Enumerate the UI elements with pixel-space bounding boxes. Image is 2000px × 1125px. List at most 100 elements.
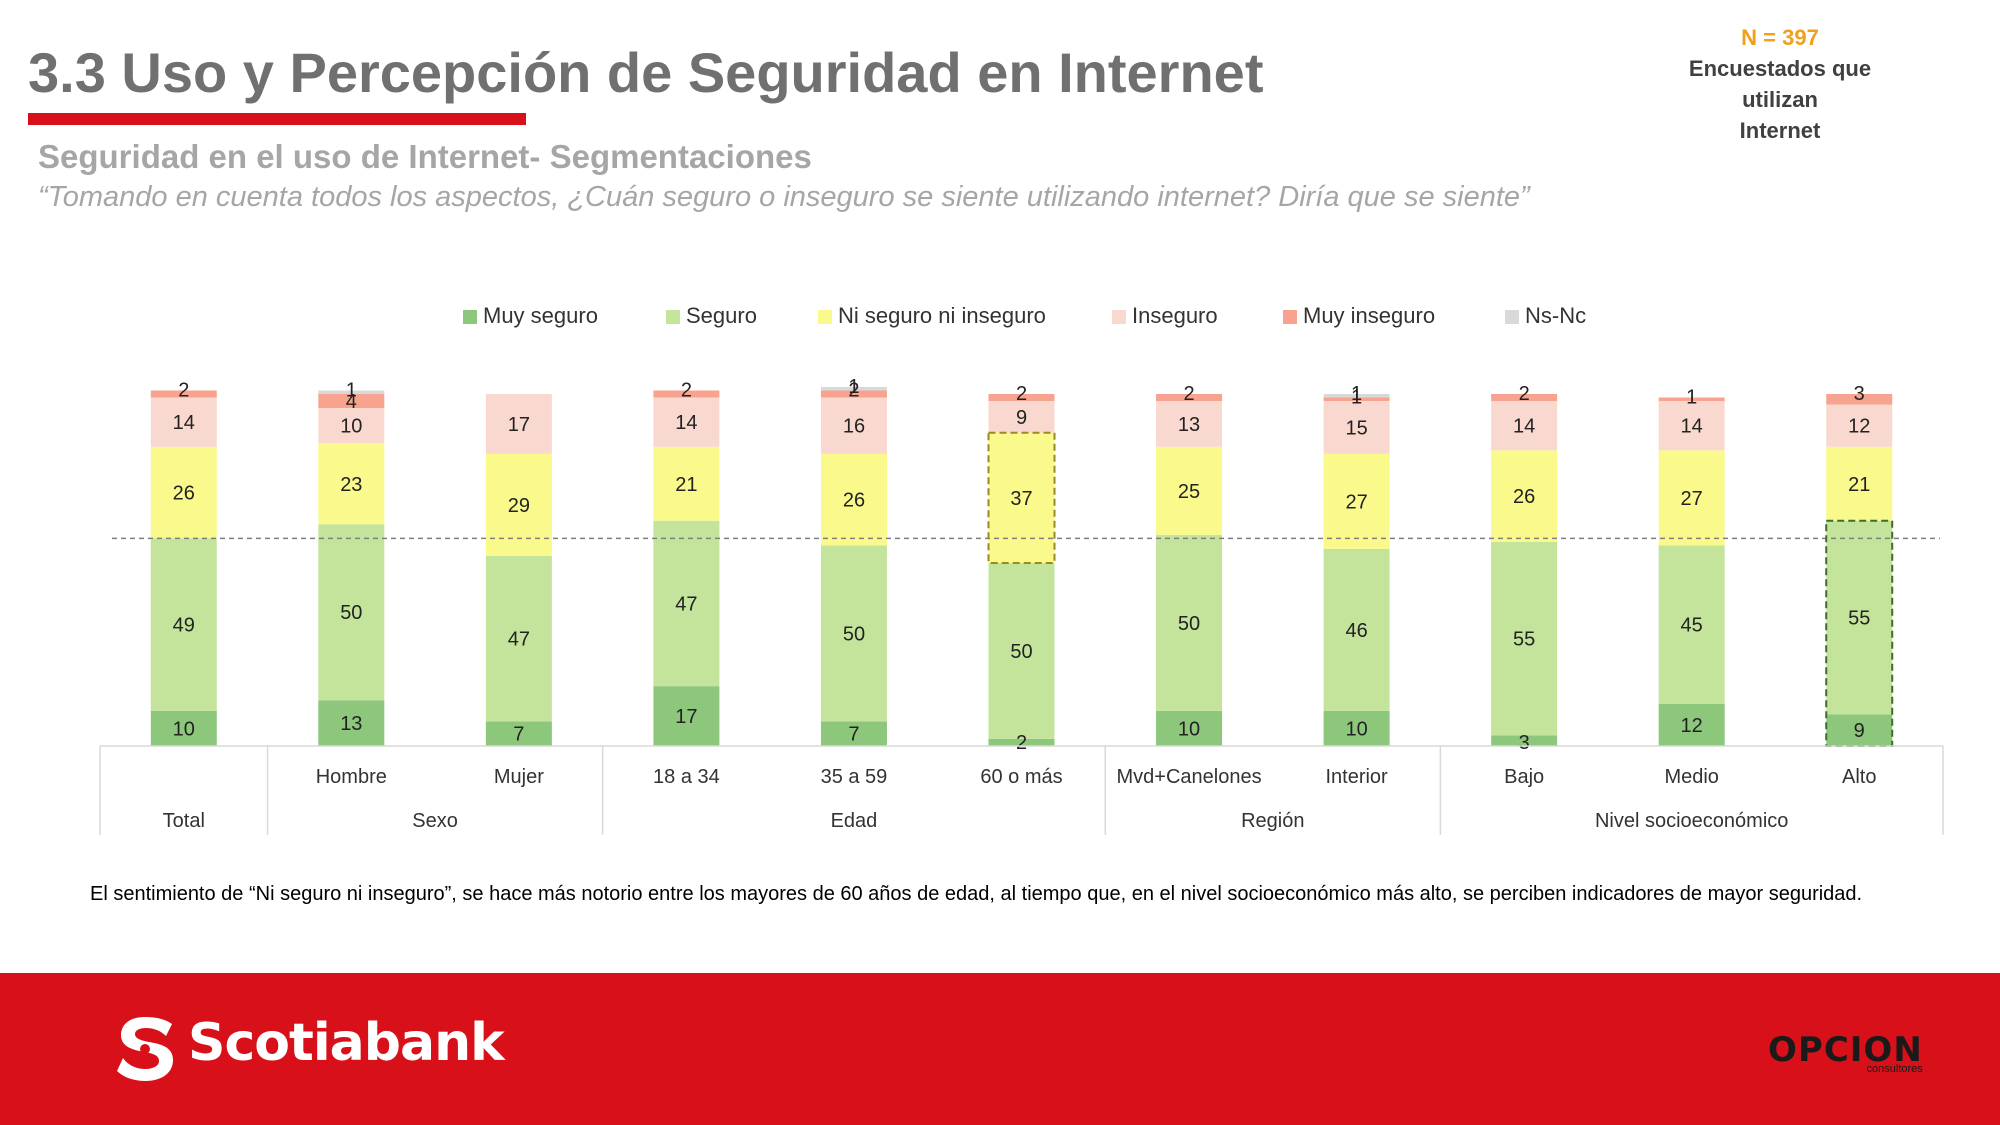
- bar-segment: [1658, 401, 1725, 451]
- bar-segment: [1323, 548, 1390, 711]
- data-label: 15: [1345, 417, 1367, 439]
- data-label: 10: [340, 416, 362, 438]
- bar-segment: [988, 401, 1055, 433]
- x-tick-label: Hombre: [316, 766, 387, 788]
- bar-segment: [318, 394, 385, 409]
- data-label: 12: [1848, 416, 1870, 438]
- data-label: 13: [340, 713, 362, 735]
- sample-description-line2: Internet: [1739, 118, 1821, 143]
- data-label: 46: [1345, 620, 1367, 642]
- data-label: 29: [508, 495, 530, 517]
- title-underline: [28, 113, 526, 125]
- bar-segment: [1156, 394, 1223, 402]
- data-label: 12: [1681, 715, 1703, 737]
- data-label: 2: [1519, 383, 1530, 405]
- data-label: 14: [1681, 416, 1703, 438]
- bar-segment: [820, 397, 887, 454]
- legend-swatch: [1283, 310, 1297, 324]
- bar-segment: [1658, 450, 1725, 546]
- data-label: 45: [1681, 615, 1703, 637]
- x-tick-label: Bajo: [1504, 766, 1544, 788]
- bar-segment: [1658, 703, 1725, 746]
- survey-question: “Tomando en cuenta todos los aspectos, ¿…: [38, 181, 1530, 213]
- legend-swatch: [463, 310, 477, 324]
- bar-segment: [150, 397, 217, 447]
- bar-segment: [318, 408, 385, 444]
- chart-note: El sentimiento de “Ni seguro ni inseguro…: [90, 883, 1863, 905]
- bar-segment: [1156, 446, 1223, 535]
- legend-label: Seguro: [686, 303, 757, 328]
- legend-label: Muy seguro: [483, 303, 598, 328]
- data-label: 26: [1513, 486, 1535, 508]
- data-label: 50: [1178, 613, 1200, 635]
- data-label: 14: [675, 412, 697, 434]
- data-label: 55: [1848, 608, 1870, 630]
- bar-segment: [653, 390, 720, 398]
- data-label: 9: [1016, 407, 1027, 429]
- bar-segment: [485, 555, 552, 722]
- bar-segment: [1826, 394, 1893, 405]
- bar-segment: [988, 562, 1055, 739]
- bar-segment: [318, 700, 385, 746]
- bar-segment: [820, 453, 887, 546]
- data-label: 10: [173, 718, 195, 740]
- data-label: 49: [173, 615, 195, 637]
- legend-label: Inseguro: [1132, 303, 1218, 328]
- bar-segment: [1826, 714, 1893, 746]
- bar-segment: [820, 721, 887, 746]
- bar-segment: [1658, 397, 1725, 402]
- bar-segment: [820, 545, 887, 722]
- data-label: 50: [1010, 641, 1032, 663]
- data-label: 2: [1183, 383, 1194, 405]
- data-label: 10: [1345, 718, 1367, 740]
- opcion-logo: OPCION consultores: [1768, 1033, 1923, 1075]
- legend-swatch: [666, 310, 680, 324]
- scotiabank-logo-icon: [117, 1017, 173, 1081]
- data-label: 27: [1345, 491, 1367, 513]
- data-label: 7: [513, 724, 524, 746]
- sample-size-badge: N = 397 Encuestados que utilizan Interne…: [1650, 22, 1910, 146]
- legend-swatch: [1112, 310, 1126, 324]
- consultant-name: OPCION: [1768, 1030, 1923, 1070]
- data-label: 37: [1010, 488, 1032, 510]
- data-label: 21: [1848, 474, 1870, 496]
- data-label: 7: [848, 724, 859, 746]
- bar-segment: [653, 686, 720, 746]
- data-label: 47: [508, 629, 530, 651]
- data-label: 27: [1681, 488, 1703, 510]
- x-tick-label: 60 o más: [980, 766, 1062, 788]
- x-tick-label: Alto: [1842, 766, 1876, 788]
- group-label: Edad: [831, 810, 878, 832]
- sample-size: N = 397: [1741, 25, 1819, 50]
- x-tick-label: Mvd+Canelones: [1116, 766, 1261, 788]
- data-label: 4: [346, 391, 357, 413]
- bar-segment: [485, 721, 552, 746]
- bar-segment: [1826, 446, 1893, 521]
- bar-segment: [1323, 394, 1390, 398]
- legend-swatch: [818, 310, 832, 324]
- data-label: 50: [340, 602, 362, 624]
- bar-segment: [653, 446, 720, 521]
- bar-segment: [318, 443, 385, 525]
- bar-segment: [1323, 401, 1390, 454]
- bar-segment: [318, 524, 385, 701]
- x-tick-label: 35 a 59: [821, 766, 888, 788]
- bar-segment: [1323, 397, 1390, 402]
- data-label: 17: [508, 414, 530, 436]
- bar-segment: [820, 390, 887, 398]
- data-label: 21: [675, 474, 697, 496]
- data-label: 26: [843, 490, 865, 512]
- data-label: 1: [1351, 387, 1362, 409]
- bar-segment: [318, 390, 385, 394]
- x-tick-label: Medio: [1664, 766, 1718, 788]
- bar-segment: [1491, 735, 1558, 746]
- footer-bar: Scotiabank OPCION consultores: [0, 973, 2000, 1125]
- data-label: 9: [1854, 720, 1865, 742]
- bar-segment: [988, 394, 1055, 402]
- data-label: 2: [1016, 732, 1027, 754]
- legend-swatch: [1505, 310, 1519, 324]
- consultant-subtitle: consultores: [1866, 1063, 1923, 1075]
- bar-segment: [1323, 710, 1390, 746]
- group-label: Total: [163, 810, 205, 832]
- bar-segment: [1826, 520, 1893, 715]
